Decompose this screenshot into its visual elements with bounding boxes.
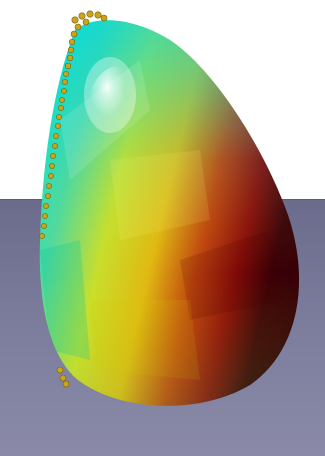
marker-points bbox=[39, 10, 108, 388]
